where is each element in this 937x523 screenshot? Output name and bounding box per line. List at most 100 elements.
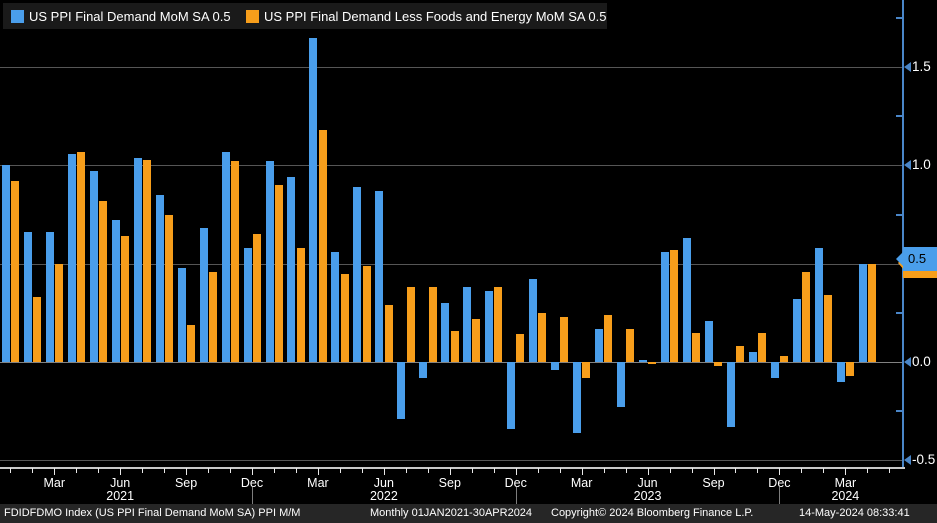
bar-ppi-jul-2023 bbox=[661, 251, 670, 362]
bar-core-jan-2022 bbox=[274, 185, 283, 362]
bar-core-mar-2023 bbox=[582, 362, 591, 378]
blue-badge-notch-icon bbox=[896, 251, 904, 267]
y-major-tick-arrow-icon bbox=[904, 62, 911, 73]
x-axis-tick bbox=[164, 468, 166, 473]
bar-ppi-dec-2022 bbox=[507, 362, 516, 429]
bar-core-jan-2021 bbox=[11, 181, 19, 362]
bar-ppi-aug-2021 bbox=[155, 194, 164, 362]
bar-core-apr-2024 bbox=[868, 263, 877, 362]
legend-panel: US PPI Final Demand MoM SA 0.5 US PPI Fi… bbox=[3, 3, 607, 29]
status-ticker-description: FDIDFDMO Index (US PPI Final Demand MoM … bbox=[4, 507, 301, 519]
bar-ppi-nov-2021 bbox=[221, 151, 230, 362]
bar-core-sep-2022 bbox=[450, 330, 459, 362]
x-axis-tick bbox=[515, 468, 517, 475]
x-axis-tick bbox=[845, 468, 847, 475]
bar-ppi-mar-2024 bbox=[836, 362, 845, 382]
y-tick-label: -0.5 bbox=[912, 452, 936, 467]
x-axis-tick bbox=[735, 468, 737, 473]
bar-ppi-jul-2022 bbox=[397, 362, 406, 419]
y-major-tick-arrow-icon bbox=[904, 455, 911, 466]
bar-ppi-mar-2022 bbox=[309, 37, 318, 362]
bar-ppi-sep-2022 bbox=[441, 303, 450, 362]
x-axis-tick bbox=[98, 468, 100, 473]
bar-core-mar-2022 bbox=[318, 130, 327, 362]
x-axis-tick bbox=[361, 468, 363, 473]
bar-core-mar-2024 bbox=[846, 362, 855, 376]
x-axis-month-label: Mar bbox=[43, 476, 66, 490]
bar-ppi-apr-2021 bbox=[67, 153, 76, 362]
legend-swatch-orange-icon bbox=[246, 10, 259, 23]
x-axis-tick bbox=[889, 468, 891, 473]
bar-core-oct-2021 bbox=[208, 271, 217, 362]
bar-core-jan-2023 bbox=[538, 312, 547, 362]
bar-core-nov-2022 bbox=[494, 287, 503, 362]
y-minor-tick--0.25 bbox=[896, 410, 903, 413]
x-axis-tick bbox=[471, 468, 473, 473]
bar-core-jan-2024 bbox=[802, 271, 811, 362]
y-minor-tick-0.75 bbox=[896, 213, 903, 216]
bar-core-aug-2022 bbox=[428, 287, 437, 362]
bar-ppi-apr-2024 bbox=[858, 263, 867, 362]
bar-ppi-jul-2021 bbox=[133, 157, 142, 362]
bar-core-oct-2022 bbox=[472, 318, 481, 362]
bar-core-sep-2021 bbox=[186, 324, 195, 362]
status-bar: FDIDFDMO Index (US PPI Final Demand MoM … bbox=[0, 504, 937, 523]
bar-ppi-may-2021 bbox=[89, 171, 98, 362]
legend-swatch-blue-icon bbox=[11, 10, 24, 23]
x-axis-tick bbox=[186, 468, 188, 475]
bar-core-oct-2023 bbox=[736, 346, 745, 362]
x-axis-month-label: Jun bbox=[637, 476, 658, 490]
legend-item-ppi-core: US PPI Final Demand Less Foods and Energ… bbox=[246, 10, 607, 23]
x-axis-tick bbox=[32, 468, 34, 473]
bar-ppi-jan-2022 bbox=[265, 161, 274, 362]
bar-ppi-aug-2022 bbox=[419, 362, 428, 378]
bar-core-may-2022 bbox=[362, 265, 371, 362]
bar-core-feb-2021 bbox=[32, 297, 41, 362]
x-axis-tick bbox=[823, 468, 825, 473]
x-axis-month-label: Mar bbox=[834, 476, 857, 490]
year-separator-line bbox=[252, 487, 254, 504]
x-axis-month-label: Mar bbox=[570, 476, 593, 490]
bar-ppi-jan-2024 bbox=[792, 299, 801, 362]
bar-ppi-jan-2021 bbox=[1, 165, 10, 362]
x-axis-tick bbox=[427, 468, 429, 473]
x-axis-tick bbox=[801, 468, 803, 473]
x-axis-month-label: Sep bbox=[174, 476, 198, 490]
x-axis-tick bbox=[230, 468, 232, 473]
bar-core-aug-2023 bbox=[692, 332, 701, 362]
bar-core-feb-2024 bbox=[824, 295, 833, 362]
x-axis-month-label: Jun bbox=[373, 476, 394, 490]
bar-core-jun-2022 bbox=[384, 304, 393, 362]
bar-core-jul-2022 bbox=[406, 287, 415, 362]
y-tick-label: 1.0 bbox=[912, 157, 931, 172]
x-axis-tick bbox=[317, 468, 319, 475]
x-axis-tick bbox=[625, 468, 627, 473]
legend-label: US PPI Final Demand Less Foods and Energ… bbox=[264, 9, 607, 24]
x-axis-tick bbox=[647, 468, 649, 475]
x-axis-tick bbox=[208, 468, 210, 473]
status-copyright: Copyright© 2024 Bloomberg Finance L.P. bbox=[551, 507, 754, 519]
x-axis-tick bbox=[669, 468, 671, 473]
bar-ppi-oct-2021 bbox=[199, 228, 208, 362]
x-axis-year-label-2022: 2022 bbox=[369, 489, 398, 503]
bar-core-dec-2022 bbox=[516, 334, 525, 362]
bar-ppi-feb-2024 bbox=[814, 247, 823, 362]
bar-core-may-2021 bbox=[98, 200, 107, 362]
bar-core-dec-2021 bbox=[252, 234, 261, 362]
bar-ppi-aug-2023 bbox=[683, 238, 692, 362]
legend-label: US PPI Final Demand MoM SA 0.5 bbox=[29, 9, 231, 24]
bar-ppi-nov-2022 bbox=[485, 291, 494, 362]
bar-ppi-feb-2023 bbox=[551, 362, 560, 370]
x-axis-line bbox=[0, 467, 905, 469]
status-datetime: 14-May-2024 08:33:41 bbox=[799, 507, 910, 519]
bar-ppi-jun-2023 bbox=[639, 360, 648, 362]
year-separator-line bbox=[779, 487, 781, 504]
x-axis-tick bbox=[274, 468, 275, 473]
x-axis-tick bbox=[295, 468, 297, 473]
gridline-1.5 bbox=[0, 67, 903, 69]
bar-ppi-oct-2023 bbox=[726, 362, 735, 427]
bar-core-feb-2022 bbox=[296, 247, 305, 362]
bar-ppi-apr-2022 bbox=[331, 251, 340, 362]
bar-ppi-feb-2022 bbox=[287, 177, 296, 362]
